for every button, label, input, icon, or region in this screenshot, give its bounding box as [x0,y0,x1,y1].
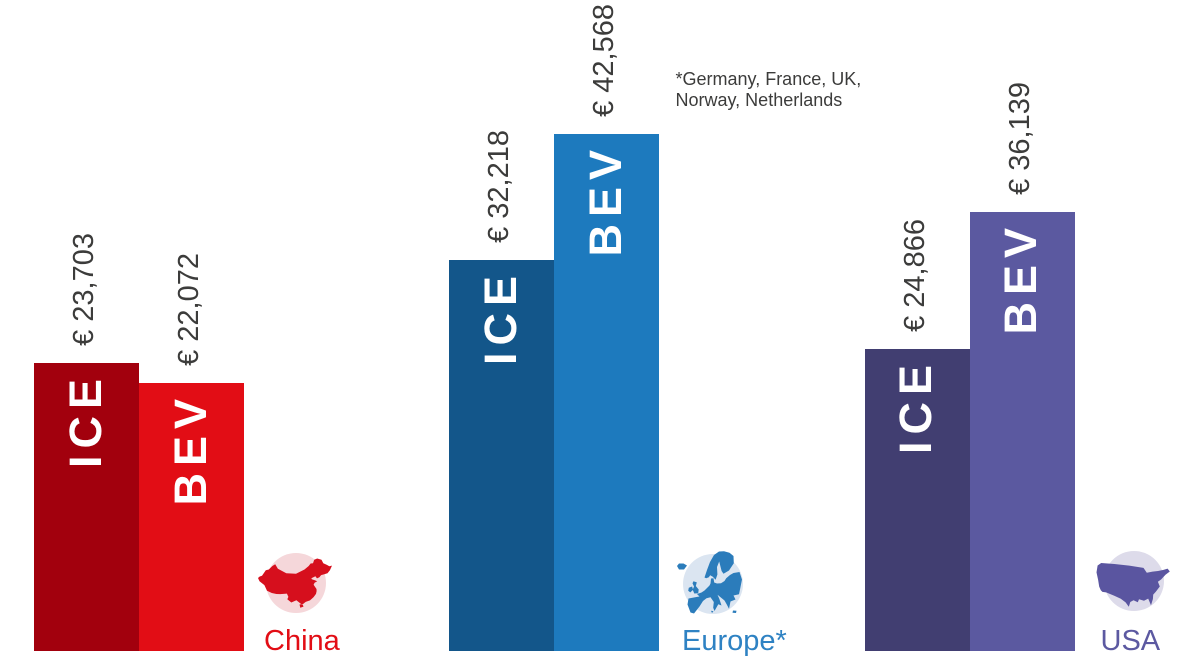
bar-series-label: ICE [59,371,111,468]
bar-group-china: ICE € 23,703 BEV € 22,072 China [34,0,404,663]
china-map-icon-svg [258,552,332,613]
country-label: Europe* [682,625,787,657]
bar-usa-bev: BEV [969,211,1075,651]
bar-series-label: BEV [995,220,1046,335]
bar-value-label: € 36,139 [1003,82,1036,195]
bar-china-bev: BEV [139,382,244,651]
bar-series-label: ICE [890,357,941,454]
bar-china-ice: ICE [34,362,139,651]
usa-map-icon [1084,541,1184,626]
china-map-icon-shape [258,558,332,608]
bar-value-label: € 23,703 [68,232,100,346]
bar-series-label: BEV [164,391,216,506]
china-map-icon [246,543,346,628]
footnote: *Germany, France, UK, Norway, Netherland… [675,68,862,110]
europe-map-icon-svg [677,550,743,614]
bar-series-label: ICE [474,268,526,365]
europe-map-icon [663,544,763,629]
bar-value-label: € 22,072 [173,252,205,366]
bar-group-usa: ICE € 24,866 BEV € 36,139 USA [864,0,1200,663]
bar-europe-bev: BEV [554,133,659,651]
usa-map-icon-svg [1096,551,1170,611]
bar-usa-ice: ICE [864,348,970,651]
bar-europe-ice: ICE [449,259,554,651]
bar-series-label: BEV [579,142,631,257]
bar-value-label: € 32,218 [483,129,515,243]
bar-value-label: € 42,568 [588,4,620,117]
bar-group-europe: ICE € 32,218 BEV € 42,568 Europe* [449,0,819,663]
country-label: USA [1100,625,1161,657]
country-label: China [264,625,340,657]
usa-map-icon-shape [1096,563,1170,607]
bar-value-label: € 24,866 [898,218,931,332]
europe-map-icon-shape [677,550,742,613]
